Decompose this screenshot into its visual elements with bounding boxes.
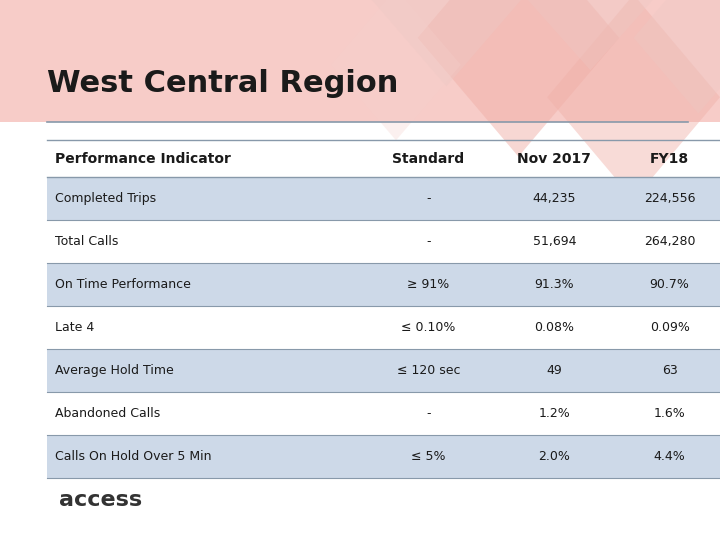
- Text: -: -: [426, 407, 431, 420]
- Bar: [47, 263, 720, 306]
- Polygon shape: [547, 0, 720, 200]
- Bar: [47, 306, 720, 349]
- Text: ≤ 5%: ≤ 5%: [411, 450, 446, 463]
- Polygon shape: [634, 0, 720, 113]
- Text: -: -: [426, 235, 431, 248]
- Text: Abandoned Calls: Abandoned Calls: [55, 407, 161, 420]
- Text: Calls On Hold Over 5 Min: Calls On Hold Over 5 Min: [55, 450, 212, 463]
- Text: 51,694: 51,694: [533, 235, 576, 248]
- Text: Total Calls: Total Calls: [55, 235, 119, 248]
- Polygon shape: [518, 0, 662, 70]
- Text: -: -: [426, 192, 431, 205]
- Text: FY18: FY18: [650, 152, 689, 166]
- Text: access: access: [59, 490, 142, 510]
- Bar: [47, 220, 720, 263]
- Text: ≤ 120 sec: ≤ 120 sec: [397, 364, 460, 377]
- Text: 1.6%: 1.6%: [654, 407, 685, 420]
- Bar: [47, 392, 720, 435]
- Bar: [0, 0, 720, 122]
- Text: 0.09%: 0.09%: [649, 321, 690, 334]
- Text: 4.4%: 4.4%: [654, 450, 685, 463]
- Text: Completed Trips: Completed Trips: [55, 192, 156, 205]
- Text: 224,556: 224,556: [644, 192, 696, 205]
- Text: Standard: Standard: [392, 152, 464, 166]
- Text: 1.2%: 1.2%: [539, 407, 570, 420]
- Text: 264,280: 264,280: [644, 235, 696, 248]
- Text: On Time Performance: On Time Performance: [55, 278, 192, 291]
- Bar: [47, 349, 720, 392]
- Text: Nov 2017: Nov 2017: [518, 152, 591, 166]
- Bar: [0, 122, 720, 540]
- Text: 2.0%: 2.0%: [539, 450, 570, 463]
- Polygon shape: [418, 0, 619, 157]
- Text: 49: 49: [546, 364, 562, 377]
- Polygon shape: [367, 0, 526, 86]
- Text: ≥ 91%: ≥ 91%: [408, 278, 449, 291]
- Text: 63: 63: [662, 364, 678, 377]
- Text: 44,235: 44,235: [533, 192, 576, 205]
- Text: Performance Indicator: Performance Indicator: [55, 152, 231, 166]
- Text: 91.3%: 91.3%: [534, 278, 575, 291]
- Text: Late 4: Late 4: [55, 321, 95, 334]
- Text: ≤ 0.10%: ≤ 0.10%: [401, 321, 456, 334]
- Text: West Central Region: West Central Region: [47, 69, 398, 98]
- Text: 0.08%: 0.08%: [534, 321, 575, 334]
- Bar: [47, 435, 720, 478]
- Bar: [47, 177, 720, 220]
- Polygon shape: [331, 0, 461, 140]
- Text: Average Hold Time: Average Hold Time: [55, 364, 174, 377]
- Text: 90.7%: 90.7%: [649, 278, 690, 291]
